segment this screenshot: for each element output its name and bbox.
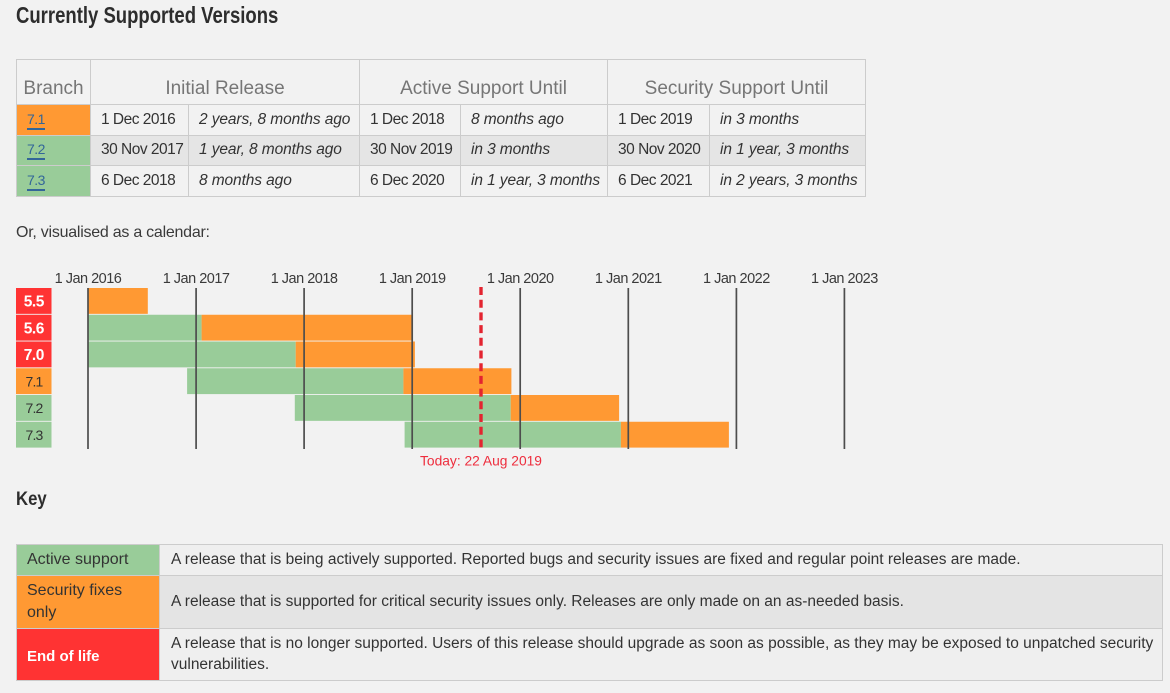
svg-text:1 Jan 2016: 1 Jan 2016	[55, 271, 122, 287]
svg-text:1 Jan 2022: 1 Jan 2022	[703, 271, 770, 287]
svg-text:1 Jan 2018: 1 Jan 2018	[271, 271, 338, 287]
svg-text:7.0: 7.0	[24, 347, 44, 364]
svg-text:7.3: 7.3	[25, 427, 43, 443]
svg-text:1 Jan 2023: 1 Jan 2023	[811, 271, 878, 287]
svg-text:1 Jan 2017: 1 Jan 2017	[163, 271, 230, 287]
svg-text:1 Jan 2020: 1 Jan 2020	[487, 271, 554, 287]
svg-text:1 Jan 2019: 1 Jan 2019	[379, 271, 446, 287]
svg-text:5.5: 5.5	[24, 294, 45, 311]
svg-text:7.1: 7.1	[25, 373, 43, 389]
svg-text:5.6: 5.6	[24, 320, 45, 337]
svg-text:Today: 22 Aug 2019: Today: 22 Aug 2019	[420, 453, 542, 468]
svg-text:7.2: 7.2	[25, 400, 43, 416]
svg-text:1 Jan 2021: 1 Jan 2021	[595, 271, 662, 287]
